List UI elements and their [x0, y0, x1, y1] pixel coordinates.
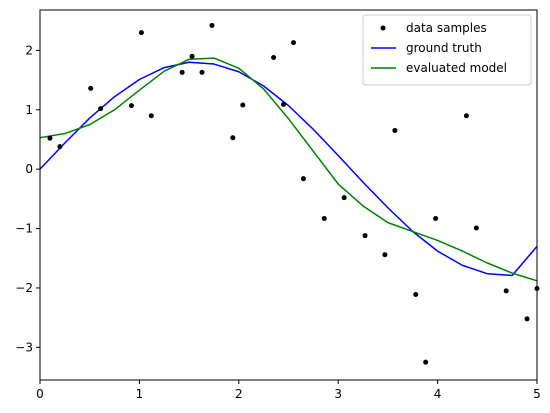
data-point: [290, 40, 296, 46]
plot-layer: [39, 22, 540, 365]
data-point: [281, 101, 287, 107]
data-point: [240, 102, 246, 108]
data-point: [341, 195, 347, 201]
legend-label-0: data samples: [406, 21, 487, 35]
series-line-2: [39, 57, 538, 282]
x-tick-label: 3: [334, 387, 342, 401]
data-point: [300, 176, 306, 182]
data-point: [199, 69, 205, 75]
x-tick-label: 1: [136, 387, 144, 401]
data-point: [423, 359, 429, 365]
data-point: [47, 135, 53, 141]
legend-label-1: ground truth: [406, 41, 482, 55]
data-point: [413, 291, 419, 297]
data-point: [57, 144, 63, 150]
data-point: [138, 30, 144, 36]
axis-layer: 0 1 2 3 4 5 −3 −2 −1 0 1 2: [15, 43, 541, 401]
x-tick-label: 4: [434, 387, 442, 401]
data-point: [321, 215, 327, 221]
data-point: [189, 53, 195, 59]
y-tick-label: −1: [15, 222, 33, 236]
y-tick-label: −2: [15, 281, 33, 295]
legend-marker-0: [380, 25, 386, 31]
x-tick-label: 2: [235, 387, 243, 401]
data-point: [271, 55, 277, 61]
data-point: [128, 103, 134, 109]
data-point: [524, 316, 530, 322]
legend-label-2: evaluated model: [406, 61, 507, 75]
data-point: [362, 233, 368, 239]
y-tick-label: 2: [25, 43, 33, 57]
data-point: [209, 22, 215, 28]
data-point: [473, 225, 479, 231]
data-point: [88, 85, 94, 91]
x-tick-label: 0: [36, 387, 44, 401]
data-point: [230, 135, 236, 141]
data-point: [382, 252, 388, 258]
legend-box: [362, 14, 532, 86]
series-line-1: [39, 61, 538, 277]
data-point: [148, 113, 154, 119]
y-tick-label: −3: [15, 340, 33, 354]
plot-frame: [39, 9, 538, 381]
y-tick-label: 0: [25, 162, 33, 176]
data-point: [392, 128, 398, 134]
data-point: [503, 288, 509, 294]
y-tick-label: 1: [25, 103, 33, 117]
data-point: [98, 106, 104, 112]
x-tick-label: 5: [533, 387, 541, 401]
data-point: [433, 215, 439, 221]
legend: data samples ground truth evaluated model: [362, 14, 532, 86]
data-point: [179, 69, 185, 75]
data-point: [463, 113, 469, 119]
